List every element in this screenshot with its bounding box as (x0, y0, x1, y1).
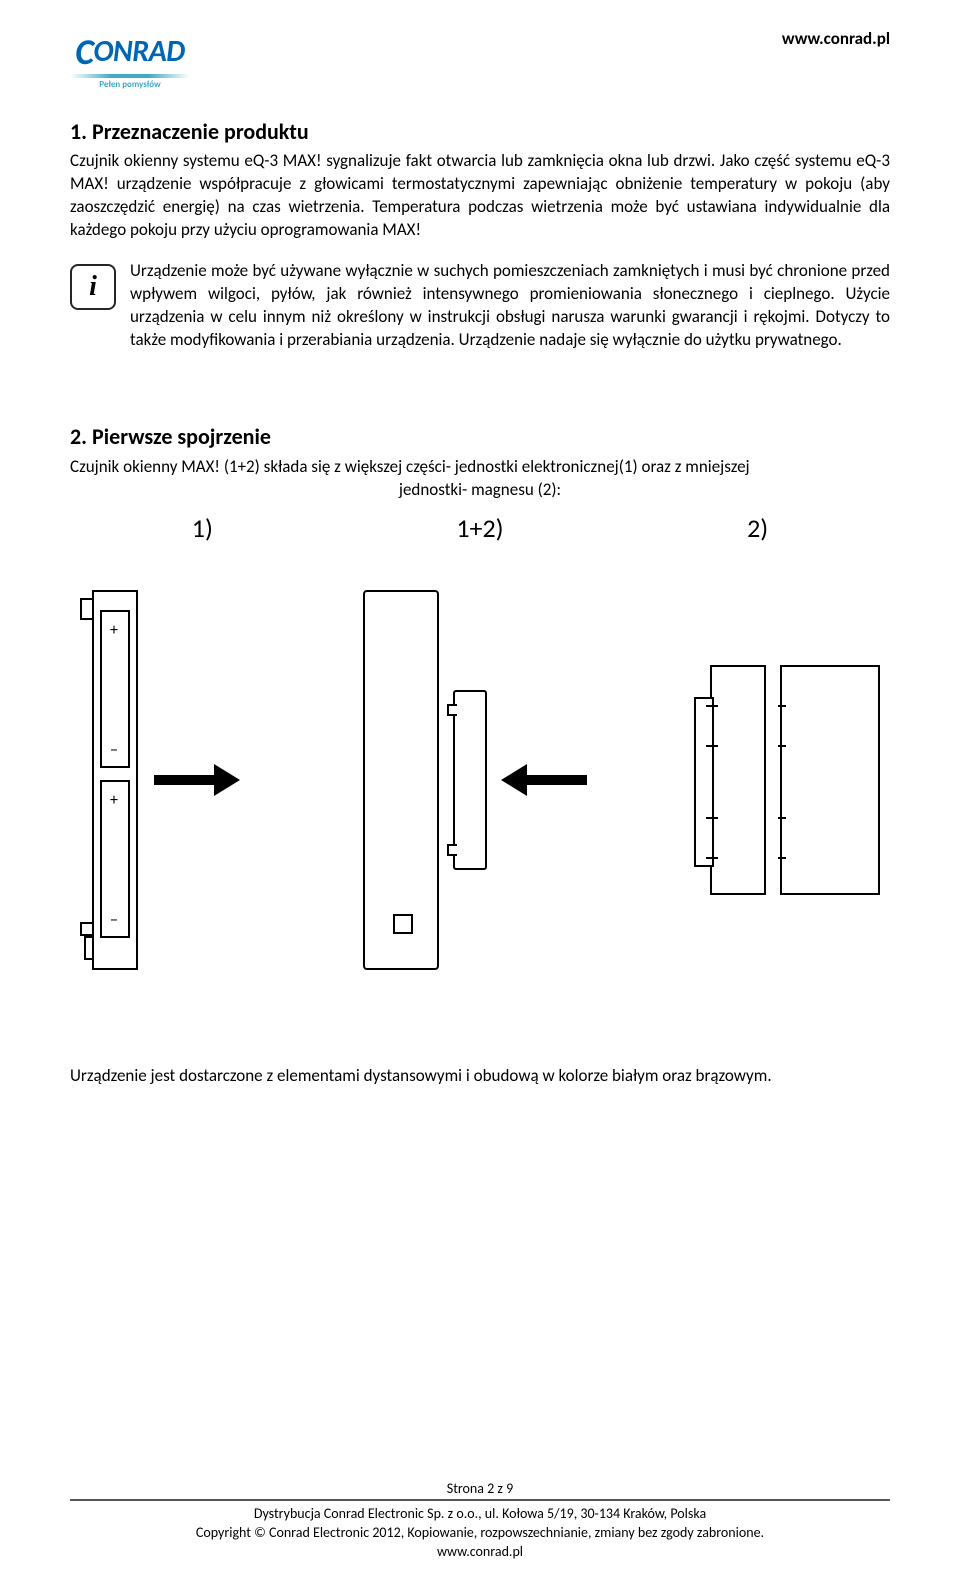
section-2-paragraph-line1: Czujnik okienny MAX! (1+2) składa się z … (70, 456, 890, 479)
footer-divider (70, 1499, 890, 1501)
closing-paragraph: Urządzenie jest dostarczone z elementami… (70, 1065, 890, 1088)
diagram-part-1-internal: + − + − (80, 590, 140, 970)
diagram-label-12: 1+2) (456, 511, 503, 546)
footer-line-2: Copyright © Conrad Electronic 2012, Kopi… (70, 1524, 890, 1543)
info-text: Urządzenie może być używane wyłącznie w … (130, 260, 890, 352)
logo: CCONRADONRAD Pełen pomysłów (70, 28, 190, 91)
diagram-part-magnet-small (453, 690, 487, 870)
logo-swoosh-icon (70, 74, 190, 78)
diagram-part-main-front (363, 590, 439, 970)
section-1-paragraph: Czujnik okienny systemu eQ-3 MAX! sygnal… (70, 150, 890, 242)
section-2-paragraph-line2: jednostki- magnesu (2): (70, 479, 890, 502)
page-header: CCONRADONRAD Pełen pomysłów www.conrad.p… (70, 28, 890, 91)
info-callout: i Urządzenie może być używane wyłącznie … (70, 260, 890, 352)
footer-page-number: Strona 2 z 9 (70, 1480, 890, 1499)
diagram-label-2: 2) (747, 511, 768, 546)
site-url: www.conrad.pl (782, 28, 890, 51)
section-2-title: 2. Pierwsze spojrzenie (70, 422, 890, 452)
section-1-title: 1. Przeznaczenie produktu (70, 117, 890, 147)
info-icon: i (70, 264, 116, 310)
arrow-right-icon (154, 764, 240, 796)
footer-line-1: Dystrybucja Conrad Electronic Sp. z o.o.… (70, 1505, 890, 1524)
diagram-group-2 (710, 665, 880, 895)
diagram: + − + − (70, 555, 890, 1005)
arrow-left-icon (501, 764, 587, 796)
page-footer: Strona 2 z 9 Dystrybucja Conrad Electron… (70, 1480, 890, 1562)
logo-subtitle: Pełen pomysłów (99, 79, 160, 91)
diagram-label-1: 1) (192, 511, 213, 546)
diagram-group-1: + − + − (80, 590, 240, 970)
diagram-labels-row: 1) 1+2) 2) (70, 511, 890, 546)
diagram-part-2-cover (780, 665, 880, 895)
diagram-group-12 (363, 590, 587, 970)
logo-text: CCONRADONRAD (75, 28, 184, 77)
footer-line-3: www.conrad.pl (70, 1543, 890, 1562)
diagram-part-2-inner (710, 665, 766, 895)
